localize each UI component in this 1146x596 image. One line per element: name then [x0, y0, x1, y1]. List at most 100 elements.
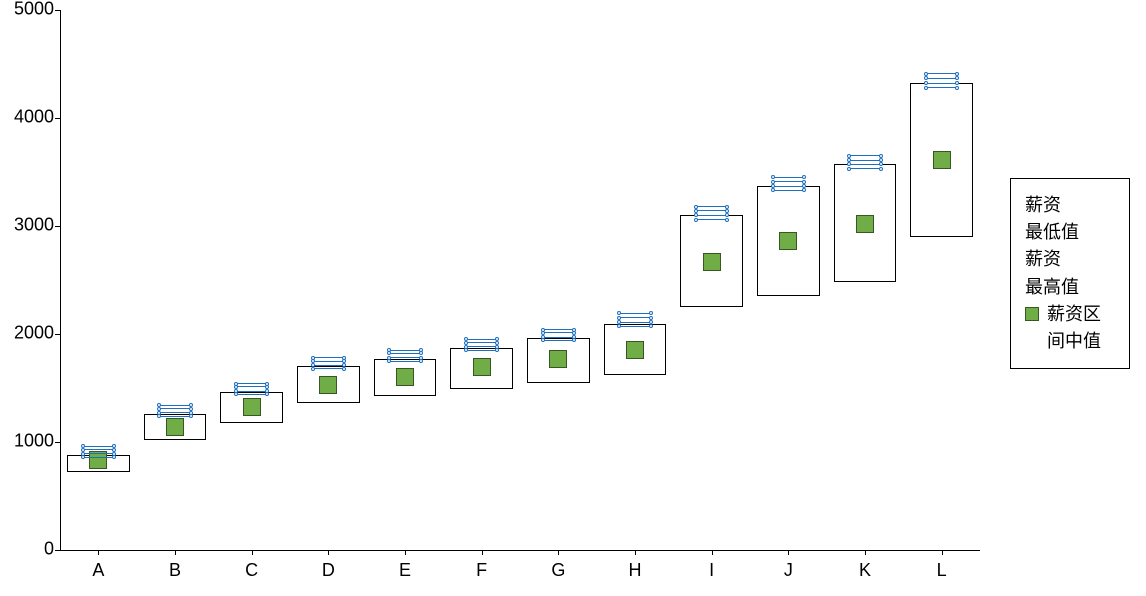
legend-swatch [1025, 307, 1039, 321]
legend-label: 薪资 [1025, 193, 1061, 218]
whisker [236, 391, 267, 392]
whisker-cap [189, 411, 193, 415]
x-tick-label: I [709, 560, 714, 581]
whisker [159, 408, 190, 409]
whisker-cap [342, 356, 346, 360]
whisker-cap [924, 72, 928, 76]
x-tick [252, 550, 253, 555]
whisker-cap [847, 167, 851, 171]
whisker [619, 317, 650, 318]
whisker [313, 365, 344, 366]
whisker-cap [541, 335, 545, 339]
whisker [619, 322, 650, 323]
y-tick-label: 3000 [0, 214, 60, 235]
whisker-cap [495, 337, 499, 341]
y-tick-label: 2000 [0, 322, 60, 343]
whisker-cap [725, 218, 729, 222]
whisker-cap [955, 72, 959, 76]
whisker-cap [464, 345, 468, 349]
whisker [619, 326, 650, 327]
legend-label: 最低值 [1025, 220, 1079, 245]
whisker [466, 339, 497, 340]
whisker-cap [955, 86, 959, 90]
whisker [159, 405, 190, 406]
whisker [466, 346, 497, 347]
y-axis [60, 10, 61, 550]
x-tick [558, 550, 559, 555]
median-marker [319, 376, 337, 394]
median-marker [166, 418, 184, 436]
whisker-cap [81, 444, 85, 448]
whisker-cap [879, 167, 883, 171]
whisker [389, 353, 420, 354]
median-marker [396, 368, 414, 386]
whisker-cap [419, 348, 423, 352]
whisker-cap [802, 184, 806, 188]
whisker-cap [771, 188, 775, 192]
whisker-cap [311, 356, 315, 360]
whisker [389, 357, 420, 358]
whisker [696, 210, 727, 211]
legend-label: 间中值 [1047, 329, 1101, 354]
x-tick [942, 550, 943, 555]
x-axis [60, 550, 980, 551]
legend-item: 最高值 [1025, 275, 1115, 300]
whisker [773, 190, 804, 191]
x-tick-label: K [859, 560, 871, 581]
whisker [926, 87, 957, 88]
plot-area [60, 10, 980, 550]
whisker [926, 83, 957, 84]
whisker [83, 457, 114, 458]
legend-item: 薪资 [1025, 193, 1115, 218]
whisker [696, 206, 727, 207]
median-marker [473, 358, 491, 376]
whisker-cap [924, 86, 928, 90]
whisker-cap [802, 188, 806, 192]
x-tick-label: E [399, 560, 411, 581]
whisker-cap [495, 345, 499, 349]
whisker [236, 394, 267, 395]
legend-item: 薪资区 [1025, 302, 1115, 327]
whisker [926, 73, 957, 74]
whisker-cap [725, 205, 729, 209]
legend: 薪资最低值薪资最高值薪资区间中值 [1010, 178, 1130, 369]
whisker [696, 219, 727, 220]
whisker-cap [265, 389, 269, 393]
y-tick-label: 4000 [0, 106, 60, 127]
whisker-cap [112, 452, 116, 456]
whisker-cap [387, 356, 391, 360]
chart-container: 薪资最低值薪资最高值薪资区间中值 010002000300040005000AB… [0, 0, 1146, 596]
y-tick-label: 1000 [0, 430, 60, 451]
whisker-cap [617, 320, 621, 324]
x-tick-label: J [784, 560, 793, 581]
whisker [313, 368, 344, 369]
whisker [236, 383, 267, 384]
whisker [313, 361, 344, 362]
whisker [83, 446, 114, 447]
whisker [159, 416, 190, 417]
whisker [926, 78, 957, 79]
whisker-cap [879, 162, 883, 166]
whisker-cap [464, 337, 468, 341]
whisker-cap [879, 158, 883, 162]
whisker-cap [189, 403, 193, 407]
whisker [466, 350, 497, 351]
whisker [236, 386, 267, 387]
x-tick [328, 550, 329, 555]
whisker-cap [879, 154, 883, 158]
whisker-cap [955, 76, 959, 80]
whisker-cap [924, 81, 928, 85]
whisker-cap [694, 209, 698, 213]
whisker-cap [265, 382, 269, 386]
whisker-cap [157, 411, 161, 415]
whisker-cap [847, 158, 851, 162]
whisker [849, 168, 880, 169]
median-marker [856, 215, 874, 233]
whisker-cap [725, 213, 729, 217]
legend-item: 间中值 [1025, 329, 1115, 354]
x-tick [405, 550, 406, 555]
whisker [466, 342, 497, 343]
whisker-cap [311, 363, 315, 367]
whisker-cap [771, 184, 775, 188]
x-tick [788, 550, 789, 555]
